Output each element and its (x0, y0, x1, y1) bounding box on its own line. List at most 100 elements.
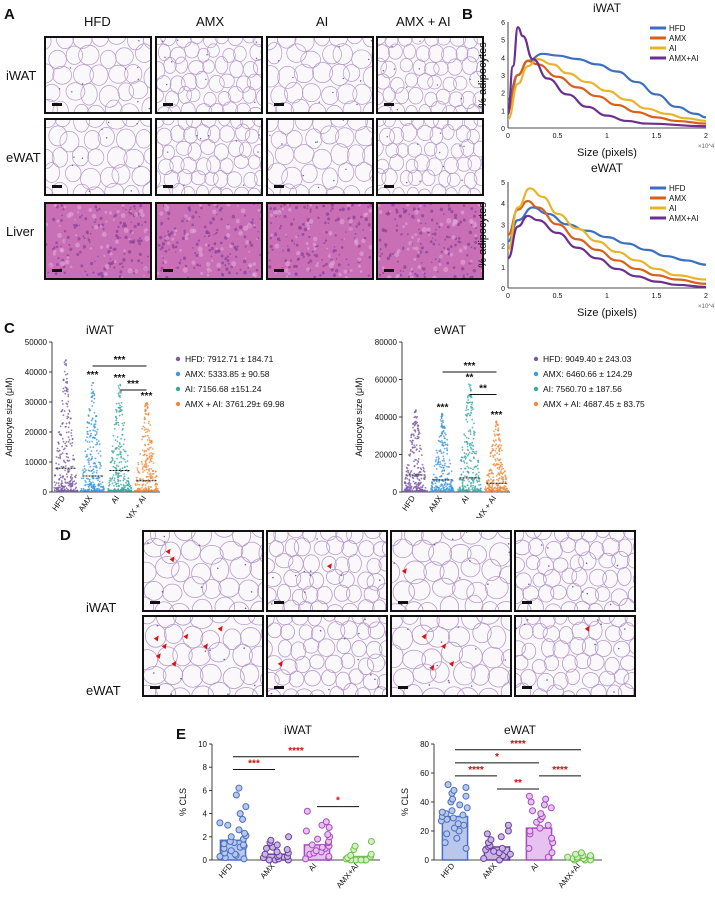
scale-bar (52, 269, 62, 272)
data-point (85, 481, 87, 484)
data-point (437, 455, 440, 458)
data-point (99, 463, 102, 466)
data-point (61, 486, 64, 488)
data-point (96, 488, 98, 491)
data-point (325, 824, 333, 832)
data-point (101, 490, 104, 492)
data-point (80, 487, 83, 490)
data-point (440, 475, 443, 478)
x-tick-label: 2 (704, 293, 708, 300)
data-point (75, 490, 78, 492)
data-point (466, 454, 469, 457)
data-point (498, 437, 500, 440)
data-point (53, 481, 56, 484)
y-tick-label: 0 (43, 488, 48, 497)
data-point (504, 488, 507, 491)
data-point (127, 481, 130, 484)
data-point (66, 380, 69, 383)
data-point (466, 490, 469, 492)
data-point (95, 443, 97, 446)
data-point (67, 482, 70, 485)
data-point (504, 474, 506, 477)
chart-title: eWAT (504, 723, 537, 737)
data-point (147, 422, 150, 425)
data-point (429, 487, 432, 490)
data-point (404, 476, 407, 479)
data-point (111, 456, 113, 459)
data-point (471, 441, 474, 444)
data-point (495, 447, 498, 450)
data-point (487, 487, 489, 490)
data-point (413, 429, 416, 432)
data-point (416, 477, 419, 480)
data-point (66, 403, 69, 405)
data-point (459, 478, 461, 481)
data-point (148, 461, 151, 464)
data-point (122, 424, 125, 427)
data-point (435, 463, 438, 466)
data-point (86, 421, 89, 424)
data-point (116, 490, 119, 492)
x-tick-label: AI (109, 494, 121, 505)
y-tick-label: 50000 (25, 338, 48, 347)
data-point (121, 489, 123, 492)
data-point (87, 478, 90, 480)
data-point (122, 477, 125, 480)
scale-bar (163, 185, 173, 188)
x-tick-label: AMX (77, 493, 95, 513)
data-point (140, 461, 143, 463)
data-point (142, 435, 145, 438)
data-point (498, 443, 501, 446)
data-point (142, 483, 144, 486)
y-tick-label: 0 (425, 856, 430, 865)
data-point (487, 473, 490, 476)
data-point (488, 490, 491, 493)
data-point (442, 445, 445, 447)
data-point (498, 844, 506, 852)
data-point (93, 394, 96, 397)
data-point (117, 480, 120, 483)
data-point (69, 483, 72, 486)
y-axis-label: % CLS (400, 788, 410, 816)
data-point (99, 483, 102, 485)
legend-label: HFD: 7912.71 ± 184.71 (185, 354, 274, 364)
data-point (438, 808, 446, 816)
data-point (113, 427, 116, 430)
data-point (468, 451, 471, 454)
data-point (469, 389, 472, 392)
data-point (216, 853, 224, 861)
data-point (439, 418, 442, 421)
data-point (433, 486, 436, 489)
data-point (472, 484, 475, 487)
data-point (64, 359, 67, 362)
data-point (145, 466, 148, 469)
data-point (69, 476, 72, 479)
data-point (142, 425, 145, 428)
data-point (145, 402, 147, 405)
y-tick-label: 80000 (375, 338, 398, 347)
data-point (412, 480, 415, 483)
data-point (464, 467, 467, 470)
data-point (65, 456, 68, 458)
data-point (410, 488, 412, 490)
data-point (67, 456, 70, 459)
data-point (116, 453, 118, 456)
data-point (502, 476, 505, 479)
data-point (64, 426, 67, 428)
data-point (415, 483, 418, 486)
y-tick-label: 3 (501, 73, 505, 80)
data-point (71, 441, 74, 444)
data-point (117, 465, 120, 468)
data-point (145, 463, 148, 465)
y-tick-label: 2 (501, 244, 505, 251)
data-point (471, 406, 474, 409)
data-point (273, 848, 281, 856)
data-point (147, 465, 149, 467)
data-point (501, 463, 503, 466)
data-point (464, 434, 467, 437)
data-point (67, 490, 69, 492)
data-point (67, 395, 70, 398)
data-point (58, 484, 61, 487)
data-point (439, 465, 442, 468)
